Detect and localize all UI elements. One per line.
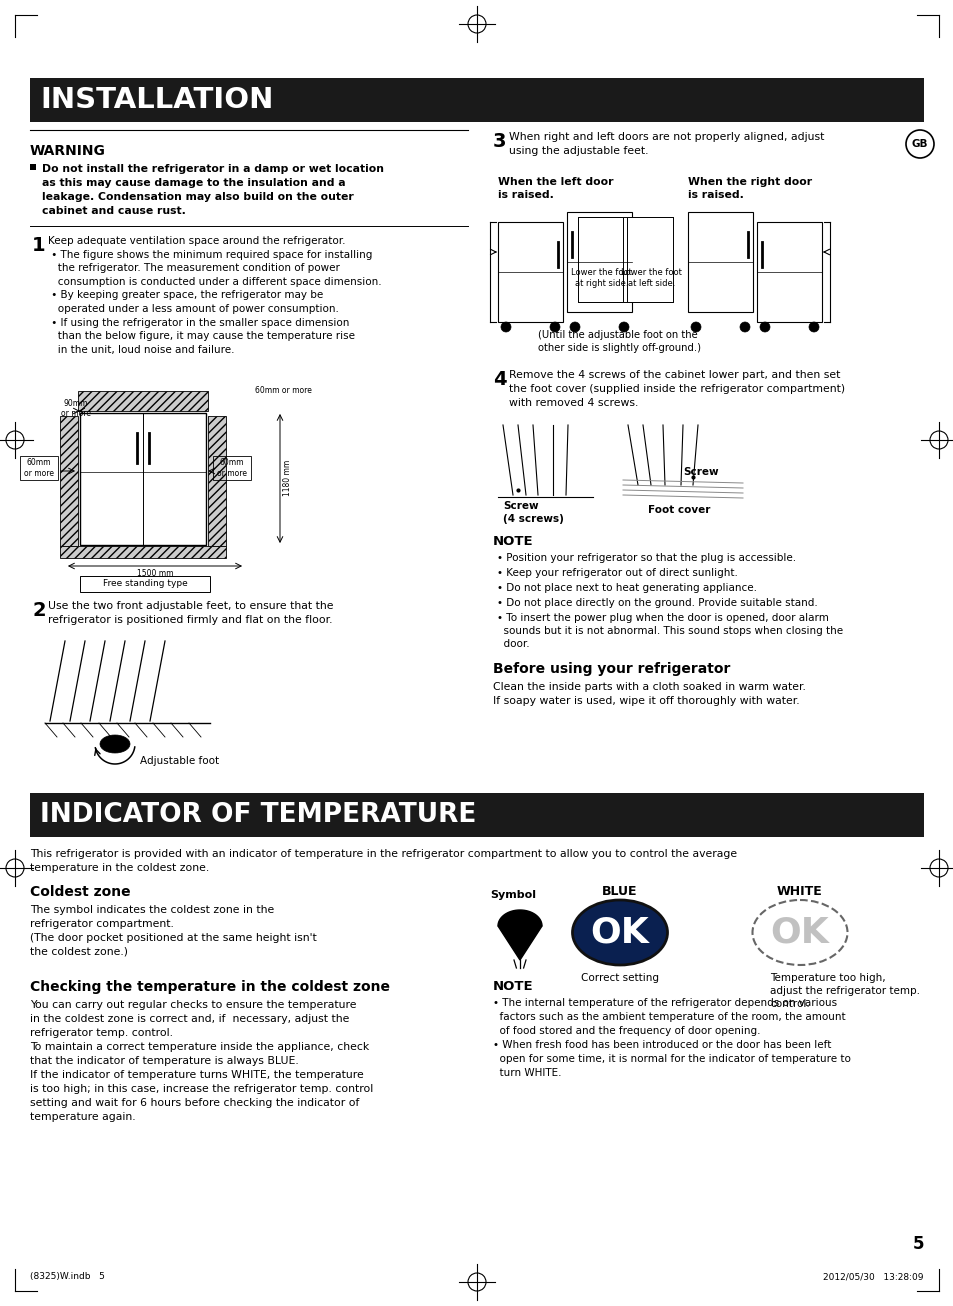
Text: • To insert the power plug when the door is opened, door alarm
  sounds but it i: • To insert the power plug when the door… (497, 613, 842, 649)
Bar (80, 576, 210, 592)
Text: 3: 3 (493, 132, 506, 151)
Polygon shape (497, 910, 541, 926)
Circle shape (760, 323, 769, 332)
Bar (80, 413, 206, 545)
Bar (757, 222, 821, 323)
Text: Before using your refrigerator: Before using your refrigerator (493, 662, 730, 677)
Text: When the left door
is raised.: When the left door is raised. (497, 178, 613, 200)
Text: Foot cover: Foot cover (647, 505, 710, 515)
Circle shape (808, 323, 818, 332)
Circle shape (618, 323, 628, 332)
Circle shape (569, 323, 579, 332)
Text: 60mm or more: 60mm or more (254, 387, 312, 394)
Text: 1500 mm: 1500 mm (136, 569, 173, 579)
Text: 60mm
or more: 60mm or more (216, 458, 247, 478)
Bar (578, 217, 623, 302)
Bar (30, 78, 923, 121)
Text: INDICATOR OF TEMPERATURE: INDICATOR OF TEMPERATURE (40, 802, 476, 828)
Bar (30, 165, 36, 170)
Text: Remove the 4 screws of the cabinet lower part, and then set
the foot cover (supp: Remove the 4 screws of the cabinet lower… (509, 370, 844, 407)
Text: 2012/05/30   13:28:09: 2012/05/30 13:28:09 (822, 1272, 923, 1281)
Ellipse shape (752, 900, 846, 965)
Bar (578, 217, 672, 302)
Text: You can carry out regular checks to ensure the temperature
in the coldest zone i: You can carry out regular checks to ensu… (30, 1000, 373, 1122)
Text: 1180 mm: 1180 mm (283, 460, 292, 496)
Bar (497, 222, 562, 323)
Text: 90mm
or more: 90mm or more (61, 400, 91, 418)
Bar (627, 217, 672, 302)
Circle shape (500, 323, 511, 332)
Text: Lower the foot
at left side.: Lower the foot at left side. (620, 268, 681, 289)
Polygon shape (497, 926, 541, 960)
Bar (687, 212, 752, 312)
Text: Coldest zone: Coldest zone (30, 885, 131, 899)
Circle shape (550, 323, 559, 332)
Text: Correct setting: Correct setting (580, 973, 659, 983)
Bar (60, 546, 226, 558)
Text: OK: OK (590, 916, 649, 949)
Bar (78, 390, 208, 411)
Ellipse shape (572, 900, 667, 965)
Text: Keep adequate ventilation space around the refrigerator.
 • The figure shows the: Keep adequate ventilation space around t… (48, 236, 381, 355)
Ellipse shape (100, 735, 130, 754)
Text: INSTALLATION: INSTALLATION (40, 86, 274, 114)
Text: Screw
(4 screws): Screw (4 screws) (502, 502, 563, 524)
Text: 1: 1 (32, 236, 46, 255)
Text: Screw: Screw (682, 468, 718, 477)
Text: BLUE: BLUE (601, 885, 638, 899)
Text: Temperature too high,
adjust the refrigerator temp.
control.: Temperature too high, adjust the refrige… (769, 973, 919, 1010)
Text: Lower the foot
at right side.: Lower the foot at right side. (571, 268, 632, 289)
Bar (566, 212, 631, 312)
Bar (60, 417, 78, 546)
Bar (30, 793, 923, 837)
Text: When the right door
is raised.: When the right door is raised. (687, 178, 811, 200)
Text: NOTE: NOTE (493, 980, 533, 993)
Text: Symbol: Symbol (490, 889, 536, 900)
Text: Use the two front adjustable feet, to ensure that the
refrigerator is positioned: Use the two front adjustable feet, to en… (48, 601, 334, 626)
Text: • Do not place next to heat generating appliance.: • Do not place next to heat generating a… (497, 582, 757, 593)
Text: (Until the adjustable foot on the
other side is slightly off-ground.): (Until the adjustable foot on the other … (537, 330, 700, 353)
Text: • Do not place directly on the ground. Provide suitable stand.: • Do not place directly on the ground. P… (497, 598, 817, 609)
Text: Checking the temperature in the coldest zone: Checking the temperature in the coldest … (30, 980, 390, 994)
Text: Clean the inside parts with a cloth soaked in warm water.
If soapy water is used: Clean the inside parts with a cloth soak… (493, 682, 805, 707)
Text: 60mm
or more: 60mm or more (24, 458, 54, 478)
Text: (8325)W.indb   5: (8325)W.indb 5 (30, 1272, 105, 1281)
Text: This refrigerator is provided with an indicator of temperature in the refrigerat: This refrigerator is provided with an in… (30, 849, 737, 872)
Text: Free standing type: Free standing type (103, 580, 187, 589)
Text: GB: GB (911, 138, 927, 149)
Bar (20, 456, 58, 481)
Text: The symbol indicates the coldest zone in the
refrigerator compartment.
(The door: The symbol indicates the coldest zone in… (30, 905, 316, 957)
Circle shape (690, 323, 700, 332)
Circle shape (740, 323, 749, 332)
Bar (213, 456, 251, 481)
Text: WHITE: WHITE (777, 885, 822, 899)
Text: 4: 4 (493, 370, 506, 389)
Bar (208, 417, 226, 546)
Text: OK: OK (770, 916, 828, 949)
Text: WARNING: WARNING (30, 144, 106, 158)
Text: 5: 5 (911, 1235, 923, 1252)
Text: NOTE: NOTE (493, 535, 533, 549)
Text: When right and left doors are not properly aligned, adjust
using the adjustable : When right and left doors are not proper… (509, 132, 823, 155)
Text: • Position your refrigerator so that the plug is accessible.: • Position your refrigerator so that the… (497, 552, 796, 563)
Text: 2: 2 (32, 601, 46, 620)
Text: Adjustable foot: Adjustable foot (140, 756, 219, 767)
Text: • The internal temperature of the refrigerator depends on various
  factors such: • The internal temperature of the refrig… (493, 998, 850, 1077)
Text: • Keep your refrigerator out of direct sunlight.: • Keep your refrigerator out of direct s… (497, 568, 737, 579)
Text: Do not install the refrigerator in a damp or wet location
as this may cause dama: Do not install the refrigerator in a dam… (42, 165, 384, 215)
